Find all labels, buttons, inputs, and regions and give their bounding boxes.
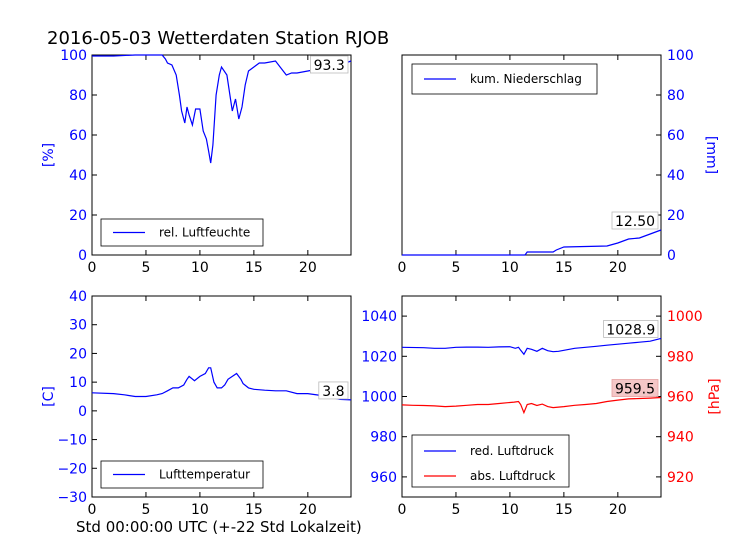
x-tick-label: 15	[555, 502, 573, 518]
x-tick-label: 15	[245, 502, 263, 518]
legend-label: red. Luftdruck	[470, 444, 554, 458]
x-tick-label: 10	[191, 260, 209, 276]
y-tick-label: 30	[69, 318, 87, 334]
y-tick-label: −30	[57, 490, 87, 506]
x-tick-label: 20	[299, 502, 317, 518]
x-tick-label: 5	[141, 502, 150, 518]
y-tick-label: 80	[667, 88, 685, 104]
y-axis-label: [mm]	[703, 136, 719, 174]
x-tick-label: 15	[555, 260, 573, 276]
x-tick-label: 10	[501, 502, 519, 518]
y-tick-label: 40	[69, 289, 87, 305]
panel-top-right: 0 5 10 15 20 0 20 40 60 80 100 [mm] 12.50 kum. Nieder…	[398, 48, 719, 276]
y-tick-label: 980	[370, 430, 397, 446]
x-tick-label: 10	[191, 502, 209, 518]
legend: Lufttemperatur	[100, 460, 264, 489]
y-tick-label-right: 920	[667, 470, 694, 486]
y-tick-label: 100	[667, 48, 694, 64]
panel-bottom-right: 0 5 10 15 20 960 980 1000 1020 1040 920 940 960 980 10…	[361, 295, 723, 518]
legend-label: rel. Luftfeuchte	[159, 226, 250, 240]
value-label-box	[318, 381, 349, 400]
y-tick-label-right: 940	[667, 430, 694, 446]
plot-frame	[91, 295, 352, 498]
y-tick-label: 0	[78, 248, 87, 264]
figure-x-axis-label: Std 00:00:00 UTC (+-22 Std Lokalzeit)	[76, 518, 362, 536]
y-tick-label: 0	[78, 404, 87, 420]
x-tick-label: 20	[609, 502, 627, 518]
x-tick-label: 0	[398, 260, 407, 276]
x-tick-label: 0	[88, 260, 97, 276]
value-label-box	[611, 211, 659, 230]
panel-bottom-left: 0 5 10 15 20 −30 −20 −10 0 10 20 30 40 [C] 3.8 Lufttemp…	[41, 289, 352, 518]
value-label-box	[611, 379, 659, 397]
value-label-box	[309, 55, 349, 74]
x-tick-label: 0	[88, 502, 97, 518]
y-tick-label: −10	[57, 433, 87, 449]
y-tick-label: 10	[69, 375, 87, 391]
y-tick-label: 60	[69, 128, 87, 144]
x-tick-label: 0	[398, 502, 407, 518]
legend: red. Luftdruck abs. Luftdruck	[411, 434, 570, 488]
legend-label: Lufttemperatur	[159, 468, 250, 482]
y-tick-label: 1040	[361, 309, 397, 325]
y-tick-label: 80	[69, 88, 87, 104]
series-line-0	[401, 337, 662, 356]
x-tick-label: 5	[451, 260, 460, 276]
legend-label: kum. Niederschlag	[470, 72, 582, 86]
y-tick-label: 1020	[361, 349, 397, 365]
series-line-1	[401, 396, 662, 415]
x-tick-label: 20	[299, 260, 317, 276]
x-tick-label: 15	[245, 260, 263, 276]
y-axis-label-right: [hPa]	[707, 378, 723, 414]
y-tick-label-right: 960	[667, 390, 694, 406]
legend-label: abs. Luftdruck	[470, 469, 555, 483]
y-tick-label: 20	[667, 208, 685, 224]
value-label: 12.50	[615, 214, 655, 230]
plot-frame	[91, 54, 352, 256]
legend: rel. Luftfeuchte	[100, 218, 264, 247]
y-tick-label: 960	[370, 470, 397, 486]
panel-top-left: 0 5 10 15 20 0 20 40 60 80 100 [%] 93.3 rel. Luftfeuc…	[41, 48, 352, 276]
legend-box	[411, 434, 570, 488]
series-line-0	[402, 229, 662, 256]
value-label: 3.8	[322, 384, 344, 400]
y-axis-label: [C]	[41, 386, 57, 407]
y-tick-label: −20	[57, 461, 87, 477]
y-tick-label-right: 1000	[667, 309, 703, 325]
x-tick-label: 5	[141, 260, 150, 276]
y-tick-label: 20	[69, 346, 87, 362]
y-tick-label: 100	[60, 48, 87, 64]
series-line-0	[92, 54, 352, 164]
y-tick-label: 60	[667, 128, 685, 144]
y-axis-label: [%]	[41, 143, 57, 167]
value-label: 1028.9	[606, 322, 655, 338]
value-label-box	[603, 320, 659, 338]
series-line-0	[91, 367, 352, 401]
y-tick-label: 1000	[361, 390, 397, 406]
y-tick-label: 40	[69, 168, 87, 184]
plot-frame	[401, 54, 662, 256]
figure-title: 2016-05-03 Wetterdaten Station RJOB	[47, 28, 389, 49]
y-tick-label: 40	[667, 168, 685, 184]
x-tick-label: 10	[501, 260, 519, 276]
legend: kum. Niederschlag	[411, 63, 598, 95]
value-label: 959.5	[615, 382, 655, 398]
y-tick-label-right: 980	[667, 349, 694, 365]
x-tick-label: 20	[609, 260, 627, 276]
value-label: 93.3	[314, 58, 345, 74]
x-tick-label: 5	[451, 502, 460, 518]
y-tick-label: 20	[69, 208, 87, 224]
y-tick-label: 0	[667, 248, 676, 264]
